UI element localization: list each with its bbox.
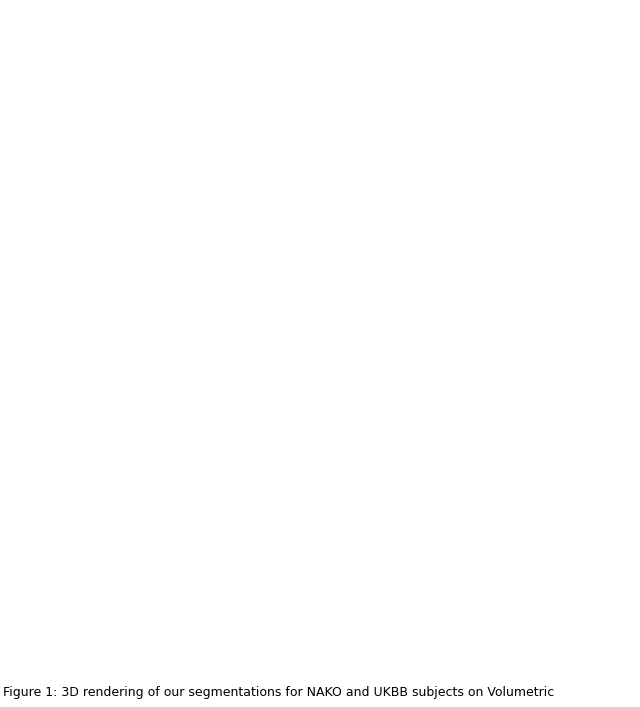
- Text: UK Biobank: UK Biobank: [3, 631, 75, 645]
- Text: B: B: [132, 10, 144, 25]
- Text: E: E: [359, 10, 369, 25]
- Text: NAKO: NAKO: [3, 411, 38, 424]
- Text: F: F: [415, 10, 425, 25]
- Text: C: C: [218, 10, 228, 25]
- Text: H: H: [577, 10, 589, 25]
- Text: A: A: [46, 10, 58, 25]
- Text: NAKO: NAKO: [3, 192, 38, 204]
- Text: D: D: [294, 10, 307, 25]
- Text: Figure 1: 3D rendering of our segmentations for NAKO and UKBB subjects on Volume: Figure 1: 3D rendering of our segmentati…: [3, 686, 554, 699]
- Text: G: G: [477, 10, 490, 25]
